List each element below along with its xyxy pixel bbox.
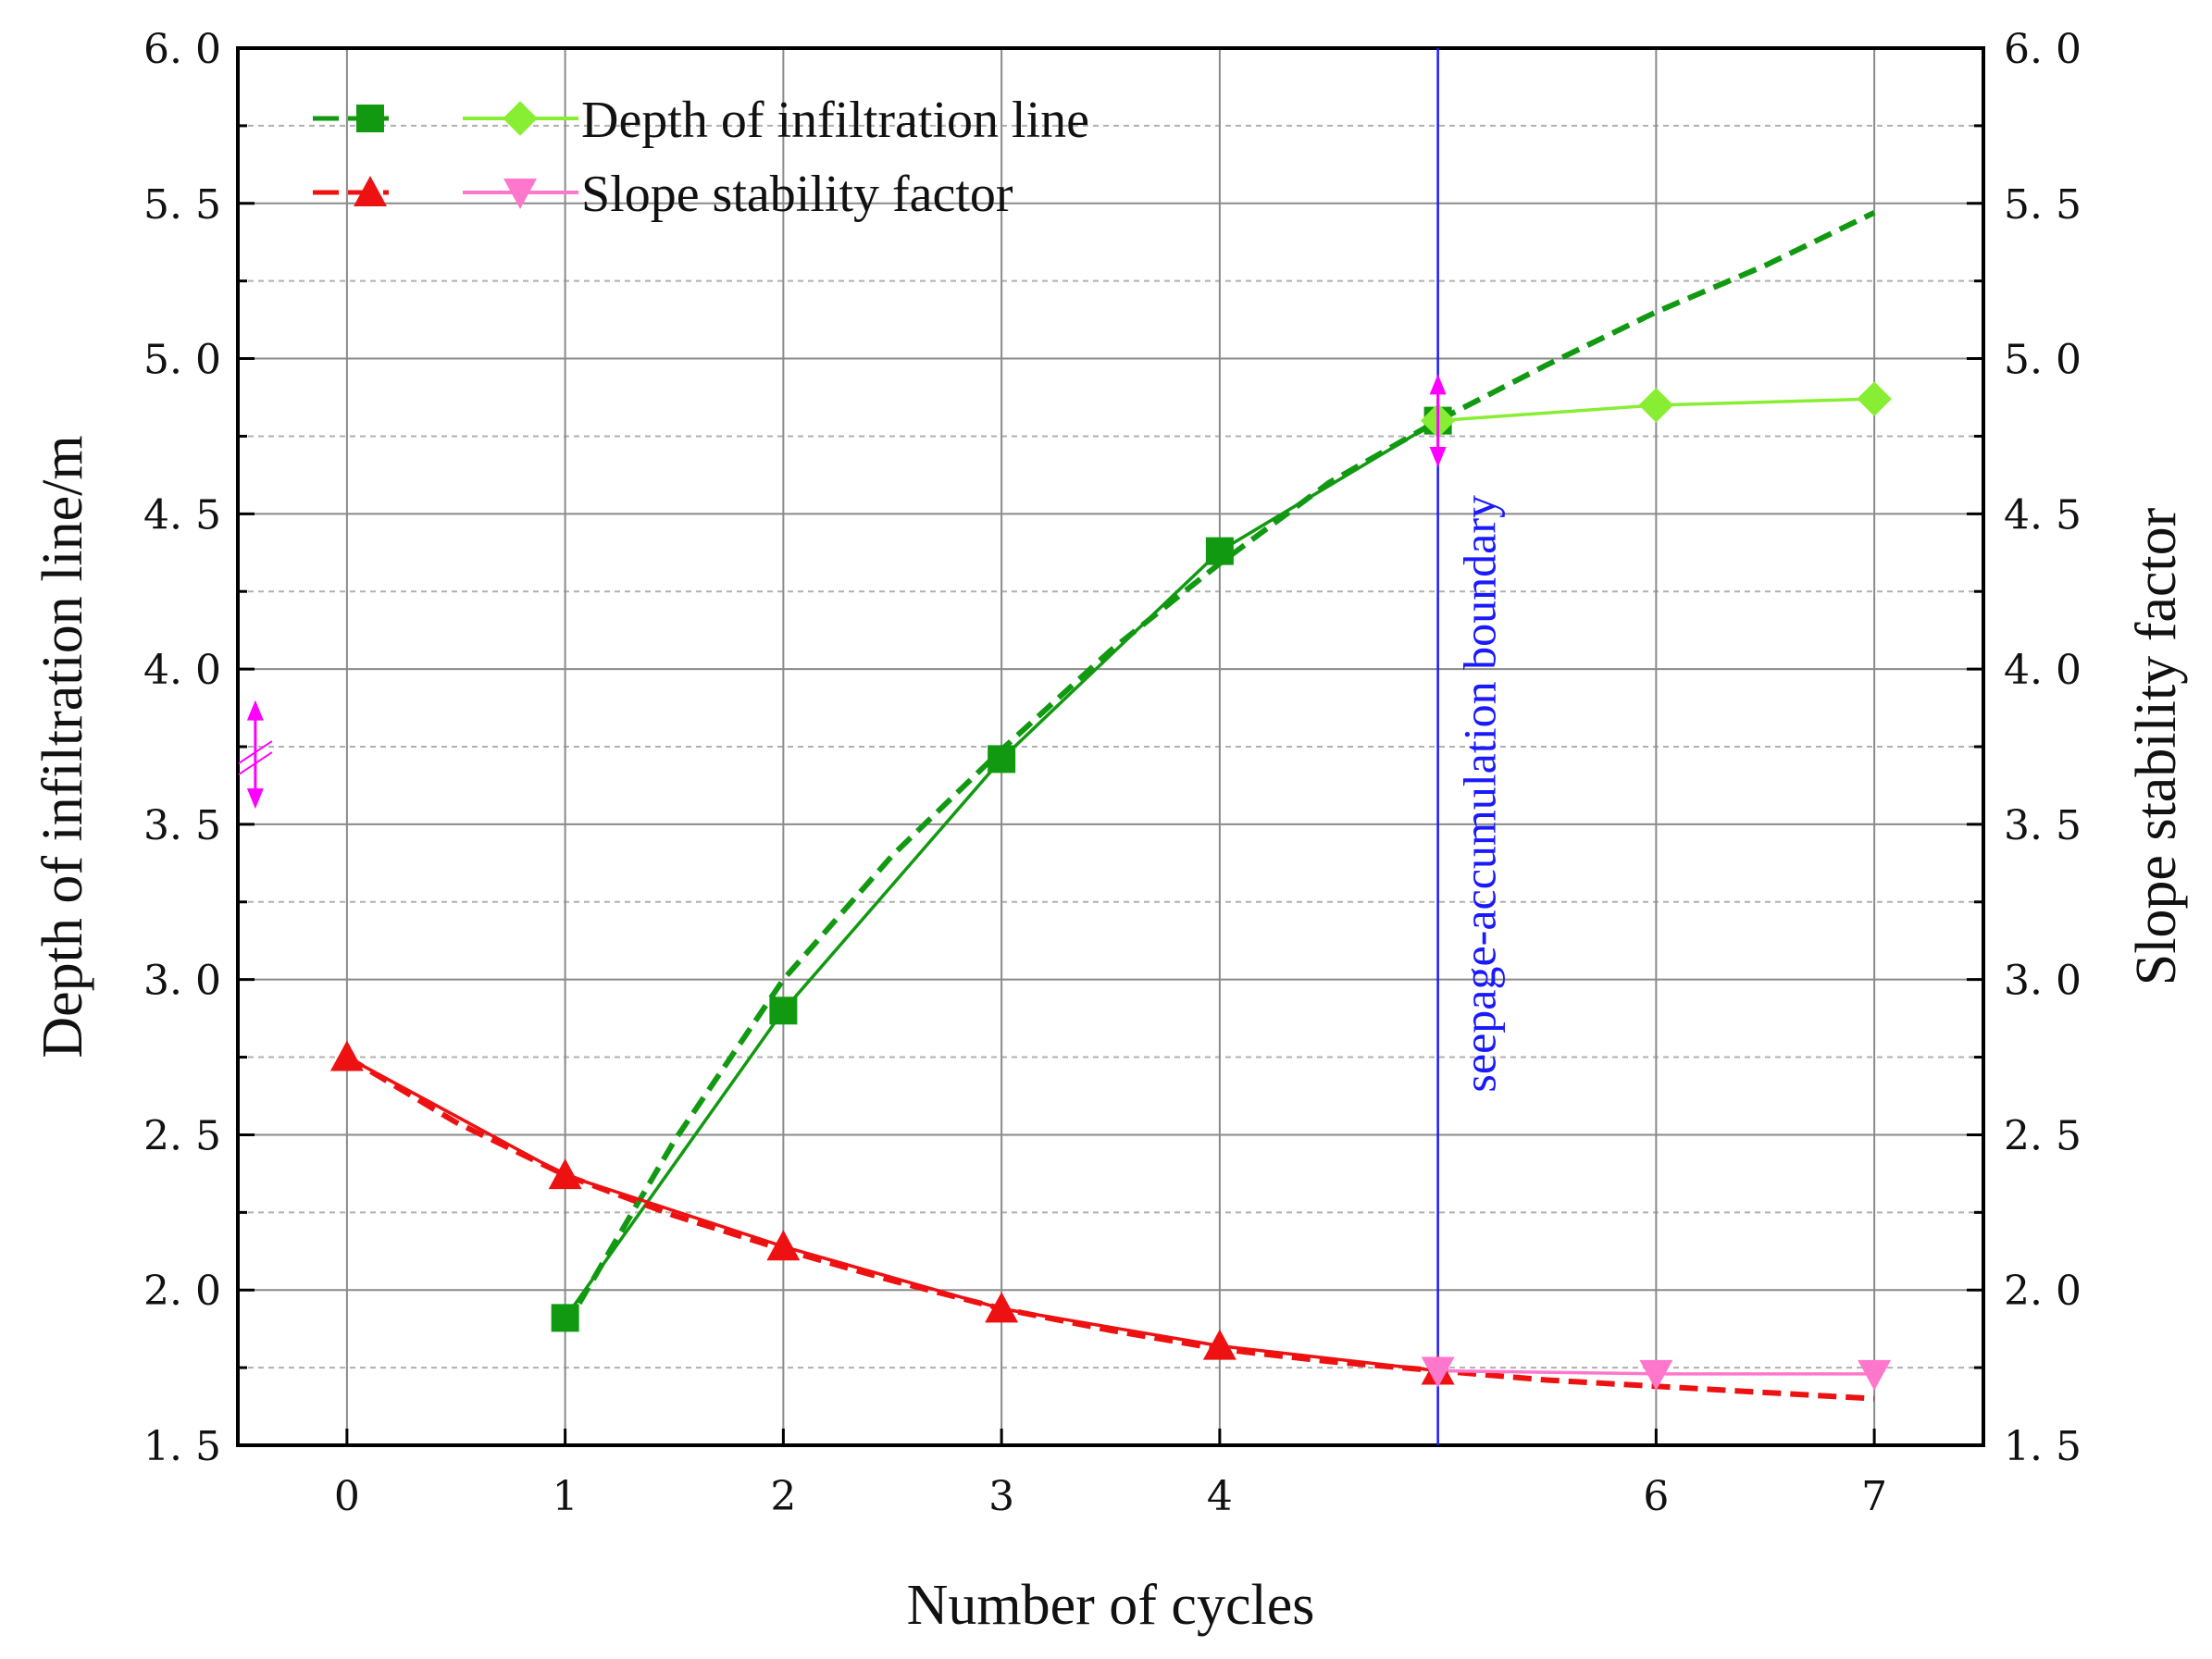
y-left-tick-label: 5. 5 (143, 181, 221, 229)
data-point-triangle-down (1639, 1359, 1673, 1391)
y-right-tick-labels: 1. 5 2. 0 2. 5 3. 0 3. 5 4. 0 4. 5 5. 0 5. 5 6. 0 (2004, 26, 2082, 1470)
data-point-triangle-up (1202, 1329, 1236, 1360)
y-right-tick-label: 4. 0 (2004, 647, 2082, 694)
x-tick-label: 4 (1207, 1473, 1233, 1520)
x-axis-title: Number of cycles (907, 1574, 1315, 1637)
y-right-tick-label: 1. 5 (2004, 1423, 2082, 1470)
y-left-tick-label: 1. 5 (143, 1423, 221, 1470)
y-right-tick-label: 5. 0 (2004, 337, 2082, 384)
data-point-triangle-down (1421, 1356, 1455, 1388)
y-right-axis-title: Slope stability factor (2125, 507, 2188, 985)
x-tick-label: 3 (988, 1473, 1014, 1520)
y-right-tick-label: 3. 5 (2004, 802, 2082, 849)
data-point-triangle-up (548, 1158, 582, 1190)
y-right-tick-label: 2. 5 (2004, 1112, 2082, 1159)
y-left-tick-labels: 1. 5 2. 0 2. 5 3. 0 3. 5 4. 0 4. 5 5. 0 5. 5 6. 0 (143, 26, 221, 1470)
range-arrow-head-down (246, 788, 264, 810)
y-left-tick-label: 2. 5 (143, 1112, 221, 1159)
series-line-4 (345, 1054, 1875, 1402)
legend-marker-after-boundary (503, 101, 538, 136)
range-arrow-head-up (1429, 374, 1447, 395)
x-tick-label: 7 (1861, 1473, 1887, 1520)
range-arrow-head-down (1429, 447, 1447, 467)
major-gridlines (238, 48, 1983, 1445)
y-right-tick-label: 2. 0 (2004, 1268, 2082, 1315)
data-point-triangle-up (985, 1292, 1019, 1323)
legend-label: Slope stability factor (581, 166, 1013, 223)
legend-marker-after-boundary (503, 179, 537, 209)
x-tick-label: 2 (770, 1473, 796, 1520)
range-arrow-head-up (246, 700, 264, 721)
y-left-tick-label: 5. 0 (143, 337, 221, 384)
series-markers (329, 381, 1892, 1391)
legend-label: Depth of infiltration line (581, 92, 1089, 149)
x-tick-label: 6 (1643, 1473, 1669, 1520)
y-right-tick-label: 6. 0 (2004, 26, 2082, 73)
y-left-tick-label: 4. 0 (143, 647, 221, 694)
x-tick-label: 0 (334, 1473, 360, 1520)
y-left-tick-label: 4. 5 (143, 491, 221, 539)
legend-marker-measured (354, 176, 387, 206)
y-right-tick-label: 4. 5 (2004, 491, 2082, 539)
data-point-square (988, 745, 1016, 774)
plot-background (238, 48, 1983, 1445)
y-right-tick-label: 3. 0 (2004, 958, 2082, 1005)
legend-marker-measured (356, 105, 384, 132)
legend: Depth of infiltration line Slope stabilit… (313, 92, 1089, 223)
data-point-square (551, 1304, 579, 1332)
y-left-axis-title: Depth of infiltration line/m (31, 435, 94, 1058)
data-point-diamond (1638, 388, 1674, 423)
x-tick-label: 1 (553, 1473, 578, 1520)
y-left-tick-label: 2. 0 (143, 1268, 221, 1315)
data-point-triangle-up (766, 1230, 801, 1261)
data-point-diamond (1857, 381, 1892, 416)
y-left-tick-label: 3. 5 (143, 802, 221, 849)
boundary-label: seepage-accumulation boundary (1454, 495, 1506, 1093)
seepage-boundary-group: seepage-accumulation boundary (1436, 48, 1506, 1445)
x-tick-labels: 0 1 2 3 4 6 7 (334, 1473, 1887, 1520)
axis-break-slash (238, 751, 273, 775)
data-point-square (1205, 537, 1234, 565)
range-arrows (238, 374, 1447, 810)
y-left-tick-label: 3. 0 (143, 958, 221, 1005)
data-point-triangle-down (1858, 1359, 1892, 1391)
y-left-tick-label: 6. 0 (143, 26, 221, 73)
y-right-tick-label: 5. 5 (2004, 181, 2082, 229)
plot-frame (236, 46, 1985, 1447)
axis-break-slash (238, 740, 273, 764)
data-point-square (769, 997, 798, 1025)
data-point-triangle-up (329, 1040, 364, 1071)
